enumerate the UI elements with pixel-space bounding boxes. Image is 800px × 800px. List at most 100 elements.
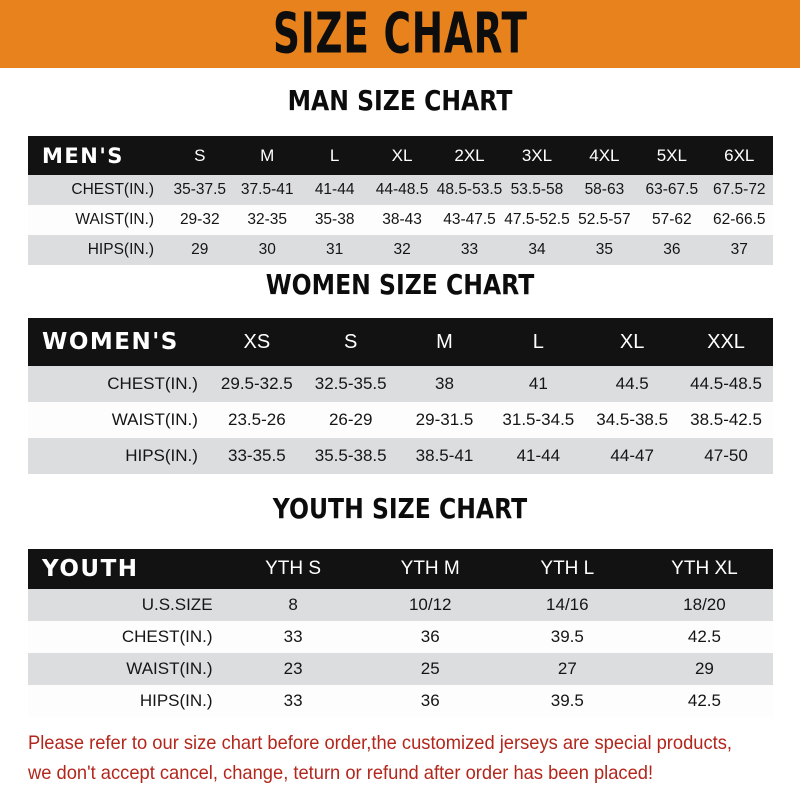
page-banner: SIZE CHART [0,0,800,68]
youth-row-label: U.S.SIZE [141,595,213,614]
table-cell: 53.5-58 [510,181,564,198]
women-size-header-s: S [344,330,358,353]
man-size-header-4xl: 4XL [589,145,620,165]
table-cell: 32-35 [247,211,288,228]
man-size-header-3xl: 3XL [521,145,553,165]
table-row: HIPS(IN.) 33 36 39.5 42.5 [28,685,773,717]
table-cell: 41-44 [516,446,561,465]
women-row-label: HIPS(IN.) [125,446,198,465]
table-cell: 39.5 [550,627,584,646]
table-row: WAIST(IN.) 23 25 27 29 [28,653,773,685]
table-row: CHEST(IN.) 33 36 39.5 42.5 [28,621,773,653]
women-table-header-row: WOMEN'S XS S M L XL XXL [28,318,773,366]
table-cell: 35-37.5 [173,181,227,198]
table-row: U.S.SIZE 8 10/12 14/16 18/20 [28,589,773,621]
man-table-body: MEN'S S M L XL 2XL 3XL 4XL 5XL 6XL CHEST(IN.) 35-37… [28,136,773,265]
table-cell: 44.5 [615,374,649,393]
women-size-header-m: M [436,330,453,353]
table-cell: 29-32 [179,211,220,228]
table-cell: 38.5-42.5 [690,410,762,429]
women-size-header-xs: XS [243,330,271,353]
table-cell: 33 [460,241,479,258]
table-cell: 38-43 [382,211,422,228]
youth-section-title: YOUTH SIZE CHART [272,492,528,525]
women-table-corner-label: WOMEN'S [42,329,179,355]
table-cell: 14/16 [546,595,589,614]
man-table-header-row: MEN'S S M L XL 2XL 3XL 4XL 5XL 6XL [28,136,773,175]
table-cell: 41 [528,374,548,393]
table-cell: 10/12 [408,595,452,614]
women-size-header-l: L [532,330,544,353]
man-size-table: MEN'S S M L XL 2XL 3XL 4XL 5XL 6XL CHEST(IN.) 35-37… [28,136,773,265]
table-cell: 33 [283,627,303,646]
women-row-label: CHEST(IN.) [107,374,198,393]
table-cell: 32.5-35.5 [314,374,387,393]
table-cell: 33-35.5 [228,446,286,465]
table-row: HIPS(IN.) 29 30 31 32 33 34 35 36 37 [28,235,773,265]
youth-row-label: CHEST(IN.) [121,627,213,646]
table-cell: 67.5-72 [712,181,766,198]
man-size-header-5xl: 5XL [656,145,687,165]
table-cell: 57-62 [652,211,692,228]
man-size-header-l: L [329,145,340,165]
table-cell: 29.5-32.5 [220,374,293,393]
women-table-body: WOMEN'S XS S M L XL XXL CHEST(IN.) 29.5-32.5 32.5… [28,318,773,474]
table-cell: 43-47.5 [443,211,496,228]
table-cell: 42.5 [687,691,721,710]
youth-size-header-yth-s: YTH S [265,558,322,579]
youth-size-table-wrap: YOUTH YTH S YTH M YTH L YTH XL U.S.SIZE 8 10/12… [28,549,773,717]
man-section-title: MAN SIZE CHART [287,84,513,117]
table-cell: 38 [435,374,454,393]
disclaimer: Please refer to our size chart before or… [28,728,735,788]
table-cell: 48.5-53.5 [436,181,503,198]
table-cell: 35.5-38.5 [314,446,387,465]
man-size-header-6xl: 6XL [724,145,755,165]
table-cell: 36 [420,691,440,710]
table-cell: 23.5-26 [228,410,286,429]
table-cell: 31 [326,241,344,258]
table-cell: 38.5-41 [415,446,474,465]
man-size-header-m: M [260,145,275,165]
youth-size-header-yth-xl: YTH XL [671,558,738,579]
youth-row-label: HIPS(IN.) [139,691,213,710]
disclaimer-line-2: we don't accept cancel, change, teturn o… [28,762,654,784]
table-cell: 47-50 [704,446,748,465]
table-cell: 34.5-38.5 [596,410,669,429]
table-cell: 44-48.5 [375,181,429,198]
table-cell: 37.5-41 [240,181,294,198]
table-cell: 33 [283,691,303,710]
table-cell: 26-29 [328,410,373,429]
table-cell: 62-66.5 [712,211,766,228]
table-cell: 29-31.5 [415,410,474,429]
youth-table-body: YOUTH YTH S YTH M YTH L YTH XL U.S.SIZE 8 10/12… [28,549,773,717]
table-cell: 18/20 [683,595,726,614]
youth-row-label: WAIST(IN.) [126,659,213,678]
table-cell: 25 [420,659,440,678]
women-size-table: WOMEN'S XS S M L XL XXL CHEST(IN.) 29.5-32.5 32.5… [28,318,773,474]
table-cell: 37 [730,241,748,258]
table-cell: 58-63 [584,181,625,198]
table-cell: 36 [663,241,681,258]
man-table-corner-label: MEN'S [42,143,124,168]
women-row-label: WAIST(IN.) [111,410,198,429]
man-row-label: CHEST(IN.) [71,181,155,198]
youth-table-corner-label: YOUTH [42,556,139,582]
youth-size-header-yth-m: YTH M [400,558,460,579]
table-cell: 47.5-52.5 [504,211,570,228]
women-size-table-wrap: WOMEN'S XS S M L XL XXL CHEST(IN.) 29.5-32.5 32.5… [28,318,773,474]
table-row: CHEST(IN.) 35-37.5 37.5-41 41-44 44-48.5 48.5… [28,175,773,205]
man-size-table-wrap: MEN'S S M L XL 2XL 3XL 4XL 5XL 6XL CHEST(IN.) 35-37… [28,136,773,265]
table-cell: 8 [288,595,298,614]
man-row-label: WAIST(IN.) [75,211,155,228]
table-cell: 39.5 [550,691,584,710]
youth-size-table: YOUTH YTH S YTH M YTH L YTH XL U.S.SIZE 8 10/12… [28,549,773,717]
table-cell: 44.5-48.5 [690,374,762,393]
women-size-header-xl: XL [619,330,645,353]
table-cell: 27 [557,659,577,678]
table-cell: 29 [191,241,209,258]
disclaimer-line-1: Please refer to our size chart before or… [28,732,733,754]
table-cell: 42.5 [687,627,721,646]
table-cell: 34 [528,241,546,258]
table-cell: 63-67.5 [645,181,699,198]
table-cell: 23 [283,659,303,678]
